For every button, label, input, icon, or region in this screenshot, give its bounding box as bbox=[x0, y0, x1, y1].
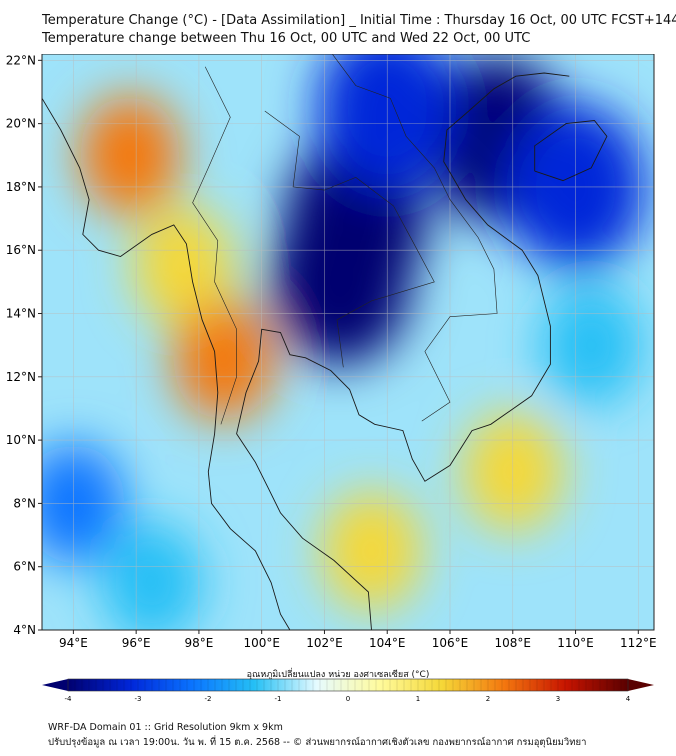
map-title: Temperature Change (°C) - [Data Assimila… bbox=[42, 12, 676, 48]
x-tick-label: 96°E bbox=[122, 636, 151, 650]
x-tick-label: 110°E bbox=[557, 636, 594, 650]
x-tick-label: 100°E bbox=[243, 636, 280, 650]
x-tick-label: 94°E bbox=[59, 636, 88, 650]
colorbar-tick-label: -1 bbox=[275, 695, 282, 703]
vietnam-laos-cambodia-border bbox=[331, 54, 498, 422]
temperature-anomaly-region bbox=[269, 198, 411, 366]
colorbar-tick-label: -2 bbox=[205, 695, 212, 703]
x-tick-label: 104°E bbox=[369, 636, 406, 650]
y-tick-label: 20°N bbox=[6, 117, 36, 131]
temperature-anomaly-region bbox=[540, 285, 642, 405]
temperature-anomaly-region bbox=[79, 95, 181, 216]
y-tick-label: 14°N bbox=[6, 307, 36, 321]
hainan-coastline bbox=[534, 120, 608, 182]
x-tick-label: 112°E bbox=[620, 636, 657, 650]
gulf-coastline bbox=[236, 72, 570, 630]
y-tick-label: 8°N bbox=[13, 496, 36, 510]
colorbar-min-extension bbox=[42, 679, 68, 691]
colorbar-outline bbox=[67, 678, 629, 692]
coastlines bbox=[42, 72, 608, 630]
y-tick-label: 10°N bbox=[6, 433, 36, 447]
graticule bbox=[42, 54, 654, 631]
y-tick-label: 4°N bbox=[13, 623, 36, 637]
colorbar-tick-label: 0 bbox=[346, 695, 350, 703]
x-tick-label: 106°E bbox=[432, 636, 469, 650]
temperature-anomaly-region bbox=[173, 301, 275, 421]
y-tick-label: 12°N bbox=[6, 370, 36, 384]
borders bbox=[192, 54, 498, 425]
x-tick-label: 108°E bbox=[495, 636, 532, 650]
y-tick-label: 16°N bbox=[6, 243, 36, 257]
andaman-coastline bbox=[42, 98, 291, 630]
colorbar-label: อุณหภูมิเปลี่ยนแปลง หน่วย องศาเซลเซียส (… bbox=[246, 670, 430, 680]
colorbar-tick-label: -4 bbox=[65, 695, 73, 703]
colorbar-tick-label: 4 bbox=[626, 695, 631, 703]
footer-line-1: WRF-DA Domain 01 :: Grid Resolution 9km … bbox=[48, 722, 283, 733]
y-tick-label: 22°N bbox=[6, 54, 36, 67]
title-line-2: Temperature change between Thu 16 Oct, 0… bbox=[42, 31, 531, 46]
colorbar-tick-label: 3 bbox=[556, 695, 560, 703]
myanmar-thailand-border bbox=[192, 66, 237, 425]
x-tick-label: 102°E bbox=[306, 636, 343, 650]
colorbar-tick-label: 1 bbox=[416, 695, 420, 703]
colorbar-tick-label: -3 bbox=[135, 695, 142, 703]
x-tick-label: 98°E bbox=[184, 636, 213, 650]
temperature-anomaly-region bbox=[101, 522, 203, 630]
title-line-1: Temperature Change (°C) - [Data Assimila… bbox=[42, 13, 676, 28]
thailand-laos-cambodia-border bbox=[264, 110, 435, 368]
colorbar-max-extension bbox=[628, 679, 654, 691]
footer: WRF-DA Domain 01 :: Grid Resolution 9km … bbox=[48, 720, 586, 750]
y-tick-label: 6°N bbox=[13, 560, 36, 574]
temperature-map: 22°N 20°N 18°N 16°N 14°N 12°N 10°N 8°N 6°N 4°N 94°… bbox=[6, 54, 657, 650]
temperature-anomaly-region bbox=[132, 206, 234, 326]
map-frame-border bbox=[41, 54, 655, 631]
colorbar-tick-label: 2 bbox=[486, 695, 490, 703]
temperature-anomaly-region bbox=[320, 491, 423, 611]
colorbar: -4 -3 -2 -1 0 1 2 3 4 bbox=[42, 678, 654, 703]
footer-line-2: ปรับปรุงข้อมูล ณ เวลา 19:00น. วัน พ. ที่… bbox=[48, 737, 587, 748]
y-tick-label: 18°N bbox=[6, 180, 36, 194]
colorbar-gradient bbox=[68, 679, 628, 691]
temperature-field bbox=[42, 54, 646, 630]
